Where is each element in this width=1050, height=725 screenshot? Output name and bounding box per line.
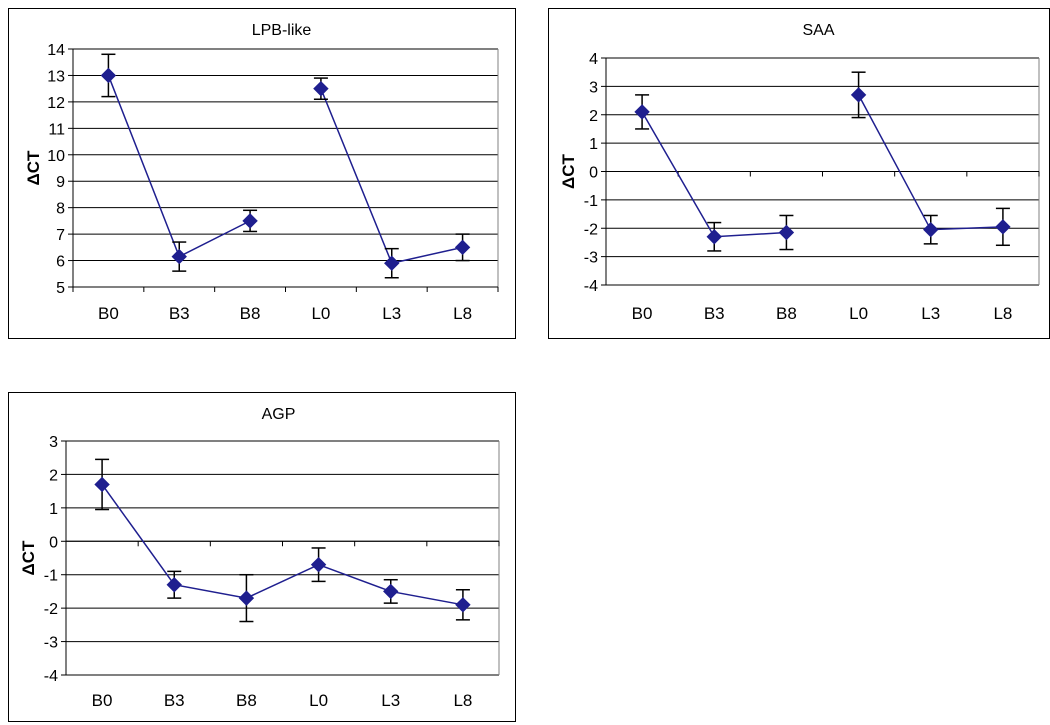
x-category-label: B8 xyxy=(776,304,797,323)
chart-panel-saa: SAA ΔCT -4 -3 -2 -1 0 1 2 3 4 B0 B3 B8 L0 L3 L8 xyxy=(548,8,1050,339)
x-category-label: L8 xyxy=(453,304,472,323)
y-tick-label: 2 xyxy=(49,467,58,484)
y-tick-label: 13 xyxy=(47,68,65,85)
data-point xyxy=(383,583,399,600)
chart-panel-lpb-like: LPB-like ΔCT 5 6 7 8 9 10 11 12 13 14 B0 B3 B8 L0 L3 L8 xyxy=(8,8,516,339)
y-tick-label: 3 xyxy=(589,79,598,96)
data-point xyxy=(171,248,187,265)
x-category-label: B8 xyxy=(240,304,261,323)
data-point xyxy=(242,213,258,229)
x-category-label: B8 xyxy=(236,691,257,710)
y-tick-label: 1 xyxy=(49,501,58,518)
chart-agp: AGP ΔCT -4 -3 -2 -1 0 1 2 3 B0 B3 B8 L0 L3 L8 xyxy=(19,406,500,710)
x-category-label: L3 xyxy=(381,691,400,710)
x-category-label: B0 xyxy=(632,304,653,323)
data-point xyxy=(995,219,1011,235)
y-tick-label: 12 xyxy=(47,95,65,112)
x-category-label: L3 xyxy=(382,304,401,323)
data-point xyxy=(706,229,722,245)
x-category-label: L3 xyxy=(921,304,940,323)
y-tick-label: -4 xyxy=(584,278,598,295)
data-point xyxy=(94,476,110,493)
y-tick-label: 14 xyxy=(47,42,65,59)
y-tick-label: 1 xyxy=(589,136,598,153)
series-line xyxy=(320,88,463,265)
chart-panel-agp: AGP ΔCT -4 -3 -2 -1 0 1 2 3 B0 B3 B8 L0 L3 L8 xyxy=(8,392,516,722)
chart-lpb-like: LPB-like ΔCT 5 6 7 8 9 10 11 12 13 14 B0 B3 B8 L0 L3 L8 xyxy=(24,22,499,323)
x-category-label: B0 xyxy=(92,691,113,710)
x-category-label: B0 xyxy=(98,304,119,323)
series-line xyxy=(107,75,251,258)
y-tick-label: -3 xyxy=(584,250,598,267)
data-point xyxy=(454,239,471,256)
x-category-label: L0 xyxy=(849,304,868,323)
x-category-label: L8 xyxy=(993,304,1012,323)
data-point xyxy=(100,67,117,84)
data-point xyxy=(778,224,795,241)
y-tick-label: 9 xyxy=(56,174,65,191)
y-tick-label: 2 xyxy=(589,108,598,125)
x-category-label: B3 xyxy=(164,691,185,710)
y-tick-label: -2 xyxy=(584,221,598,238)
y-tick-label: 0 xyxy=(49,534,58,551)
chart-title: LPB-like xyxy=(252,22,312,39)
series-line xyxy=(101,484,464,606)
series-line xyxy=(641,111,787,238)
y-tick-label: 10 xyxy=(47,148,65,165)
y-axis-label: ΔCT xyxy=(24,150,43,185)
data-point xyxy=(634,104,650,120)
x-category-label: L8 xyxy=(453,691,472,710)
y-tick-label: 4 xyxy=(589,51,598,68)
y-tick-label: 0 xyxy=(589,165,598,182)
y-axis-label: ΔCT xyxy=(19,540,38,575)
y-tick-label: -4 xyxy=(44,668,58,685)
data-point xyxy=(850,87,867,103)
y-tick-label: 5 xyxy=(56,280,65,297)
y-tick-label: 7 xyxy=(56,227,65,244)
chart-title: AGP xyxy=(262,406,296,423)
data-point xyxy=(384,255,400,271)
chart-title: SAA xyxy=(802,22,834,39)
x-category-label: L0 xyxy=(311,304,330,323)
data-point xyxy=(238,590,255,606)
y-tick-label: -2 xyxy=(44,601,58,618)
y-tick-label: -3 xyxy=(44,635,58,652)
x-category-label: B3 xyxy=(704,304,725,323)
x-category-label: B3 xyxy=(169,304,190,323)
y-tick-label: 8 xyxy=(56,201,65,218)
y-tick-label: 6 xyxy=(56,254,65,271)
data-point xyxy=(455,597,471,613)
data-point xyxy=(166,577,182,593)
data-point xyxy=(310,556,327,573)
x-category-label: L0 xyxy=(309,691,328,710)
data-point xyxy=(923,221,939,238)
y-tick-label: -1 xyxy=(44,568,58,585)
y-axis-label: ΔCT xyxy=(559,153,578,188)
y-tick-label: 11 xyxy=(48,121,65,138)
y-tick-label: 3 xyxy=(49,434,58,451)
chart-saa: SAA ΔCT -4 -3 -2 -1 0 1 2 3 4 B0 B3 B8 L0 L3 L8 xyxy=(559,22,1040,323)
y-tick-label: -1 xyxy=(584,193,598,210)
data-point xyxy=(313,80,329,97)
